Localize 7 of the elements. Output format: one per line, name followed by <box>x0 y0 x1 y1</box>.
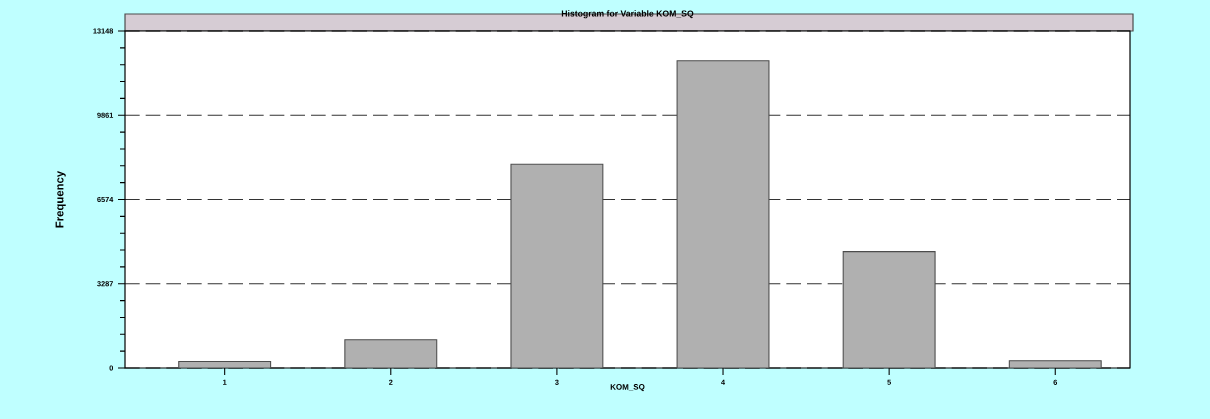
bar <box>842 251 936 368</box>
bar <box>510 163 604 368</box>
bar <box>344 339 438 368</box>
bar <box>676 60 770 368</box>
x-axis-title: KOM_SQ <box>610 384 645 392</box>
y-axis-title: Frequency <box>55 170 66 228</box>
chart-title: Histogram for Variable KOM_SQ <box>561 10 694 19</box>
